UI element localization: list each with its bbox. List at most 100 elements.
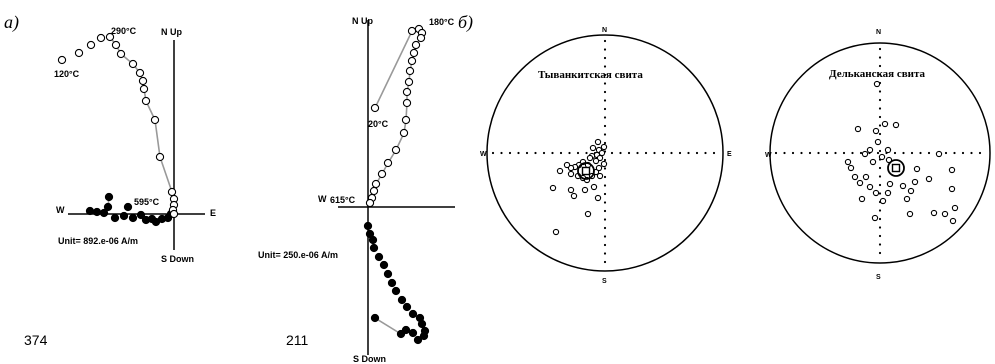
mean-direction-square <box>581 166 591 176</box>
vertical-projection-point <box>407 56 417 66</box>
axis-dot <box>603 218 607 221</box>
axis-dot <box>876 151 880 155</box>
direction-point <box>873 80 881 88</box>
direction-point <box>906 210 914 218</box>
vertical-projection-point <box>370 103 380 113</box>
axis-dot <box>978 151 982 155</box>
axis-dot <box>603 252 607 255</box>
direction-point <box>596 172 604 180</box>
direction-point <box>866 146 874 154</box>
axis-label-south-down: S Down <box>161 254 194 264</box>
horizontal-projection-point <box>370 313 380 323</box>
axis-tick-dots <box>774 47 982 255</box>
direction-point <box>594 194 602 202</box>
direction-point <box>886 180 894 188</box>
direction-point <box>907 187 915 195</box>
axis-dot <box>603 73 607 77</box>
horizontal-projection-point <box>419 331 429 341</box>
vertical-projection-point <box>402 98 412 108</box>
vertical-projection-point <box>155 152 165 162</box>
stereonet-delkan: Дельканская свита N S W <box>765 29 991 281</box>
horizontal-projection-point <box>408 328 418 338</box>
horizontal-projection-point <box>363 221 373 231</box>
axis-dot <box>603 184 607 187</box>
axis-dot <box>568 151 571 155</box>
axis-dot <box>610 151 614 155</box>
direction-point <box>590 183 598 191</box>
compass-label-south: S <box>602 278 607 285</box>
direction-point <box>862 173 870 181</box>
direction-point <box>951 204 959 212</box>
direction-point <box>911 178 919 186</box>
direction-point <box>552 228 560 236</box>
axis-dot <box>603 243 607 247</box>
vertical-projection-point <box>371 179 381 189</box>
axis-dot <box>878 217 882 221</box>
horizontal-projection-point <box>136 210 146 220</box>
horizontal-projection-point <box>104 192 114 202</box>
vertical-projection-point <box>401 115 411 125</box>
axis-dot <box>603 133 607 136</box>
specimen-number: 374 <box>24 332 48 348</box>
direction-point <box>866 183 874 191</box>
direction-point <box>884 189 892 197</box>
stereonet-title: Дельканская свита <box>829 68 926 80</box>
vertical-projection-point <box>116 49 126 59</box>
axis-dot <box>878 149 882 153</box>
direction-point <box>567 170 575 178</box>
vertical-projection-point <box>169 209 179 219</box>
axis-dot <box>878 47 882 51</box>
axis-dot <box>878 234 882 238</box>
axis-dot <box>559 151 563 155</box>
vertical-projection-point <box>377 169 387 179</box>
axis-label-west: W <box>56 205 65 215</box>
direction-point <box>600 160 608 168</box>
horizontal-projection-point <box>396 329 406 339</box>
unit-label: Unit= 892.e-06 A/m <box>58 236 138 246</box>
axis-dot <box>517 151 520 155</box>
temperature-label-low: 120°C <box>54 69 80 79</box>
vertical-projection-point <box>139 84 149 94</box>
direction-point <box>925 175 933 183</box>
horizontal-projection-point <box>374 252 384 262</box>
direction-point <box>594 138 602 146</box>
axis-dot <box>878 56 882 59</box>
direction-point <box>556 167 564 175</box>
direction-point <box>595 164 603 172</box>
direction-point <box>581 186 589 194</box>
axis-dot <box>551 151 554 155</box>
horizontal-projection-point <box>369 243 379 253</box>
horizontal-projection-point <box>417 319 427 329</box>
axis-dot <box>919 151 922 155</box>
axis-dot <box>603 124 607 128</box>
axis-dot <box>944 151 948 155</box>
axis-dot <box>500 151 503 155</box>
axis-dot <box>695 151 699 155</box>
direction-point <box>589 144 597 152</box>
primitive-circle <box>486 34 724 272</box>
axis-dot <box>878 175 882 178</box>
axis-dot <box>603 82 607 85</box>
compass-label-north: N <box>602 27 607 34</box>
axis-dot <box>878 132 882 136</box>
axis-dot <box>603 39 607 43</box>
direction-point <box>549 184 557 192</box>
panel-label-b: б) <box>458 12 473 33</box>
axis-dot <box>603 226 607 230</box>
direction-point <box>847 164 855 172</box>
vertical-projection-point <box>57 55 67 65</box>
direction-point <box>567 186 575 194</box>
direction-point <box>878 153 886 161</box>
horizontal-projection-point <box>110 213 120 223</box>
axis-dot <box>825 151 829 155</box>
axis-dot <box>542 151 546 155</box>
horizontal-projection-point <box>397 295 407 305</box>
axis-tick-dots <box>491 39 716 264</box>
horizontal-projection-point <box>368 235 378 245</box>
axis-dot <box>661 151 665 155</box>
axis-dot <box>859 151 863 155</box>
axis-dot <box>603 107 607 111</box>
axis-dot <box>603 235 607 238</box>
vertical-projection-point <box>96 33 106 43</box>
